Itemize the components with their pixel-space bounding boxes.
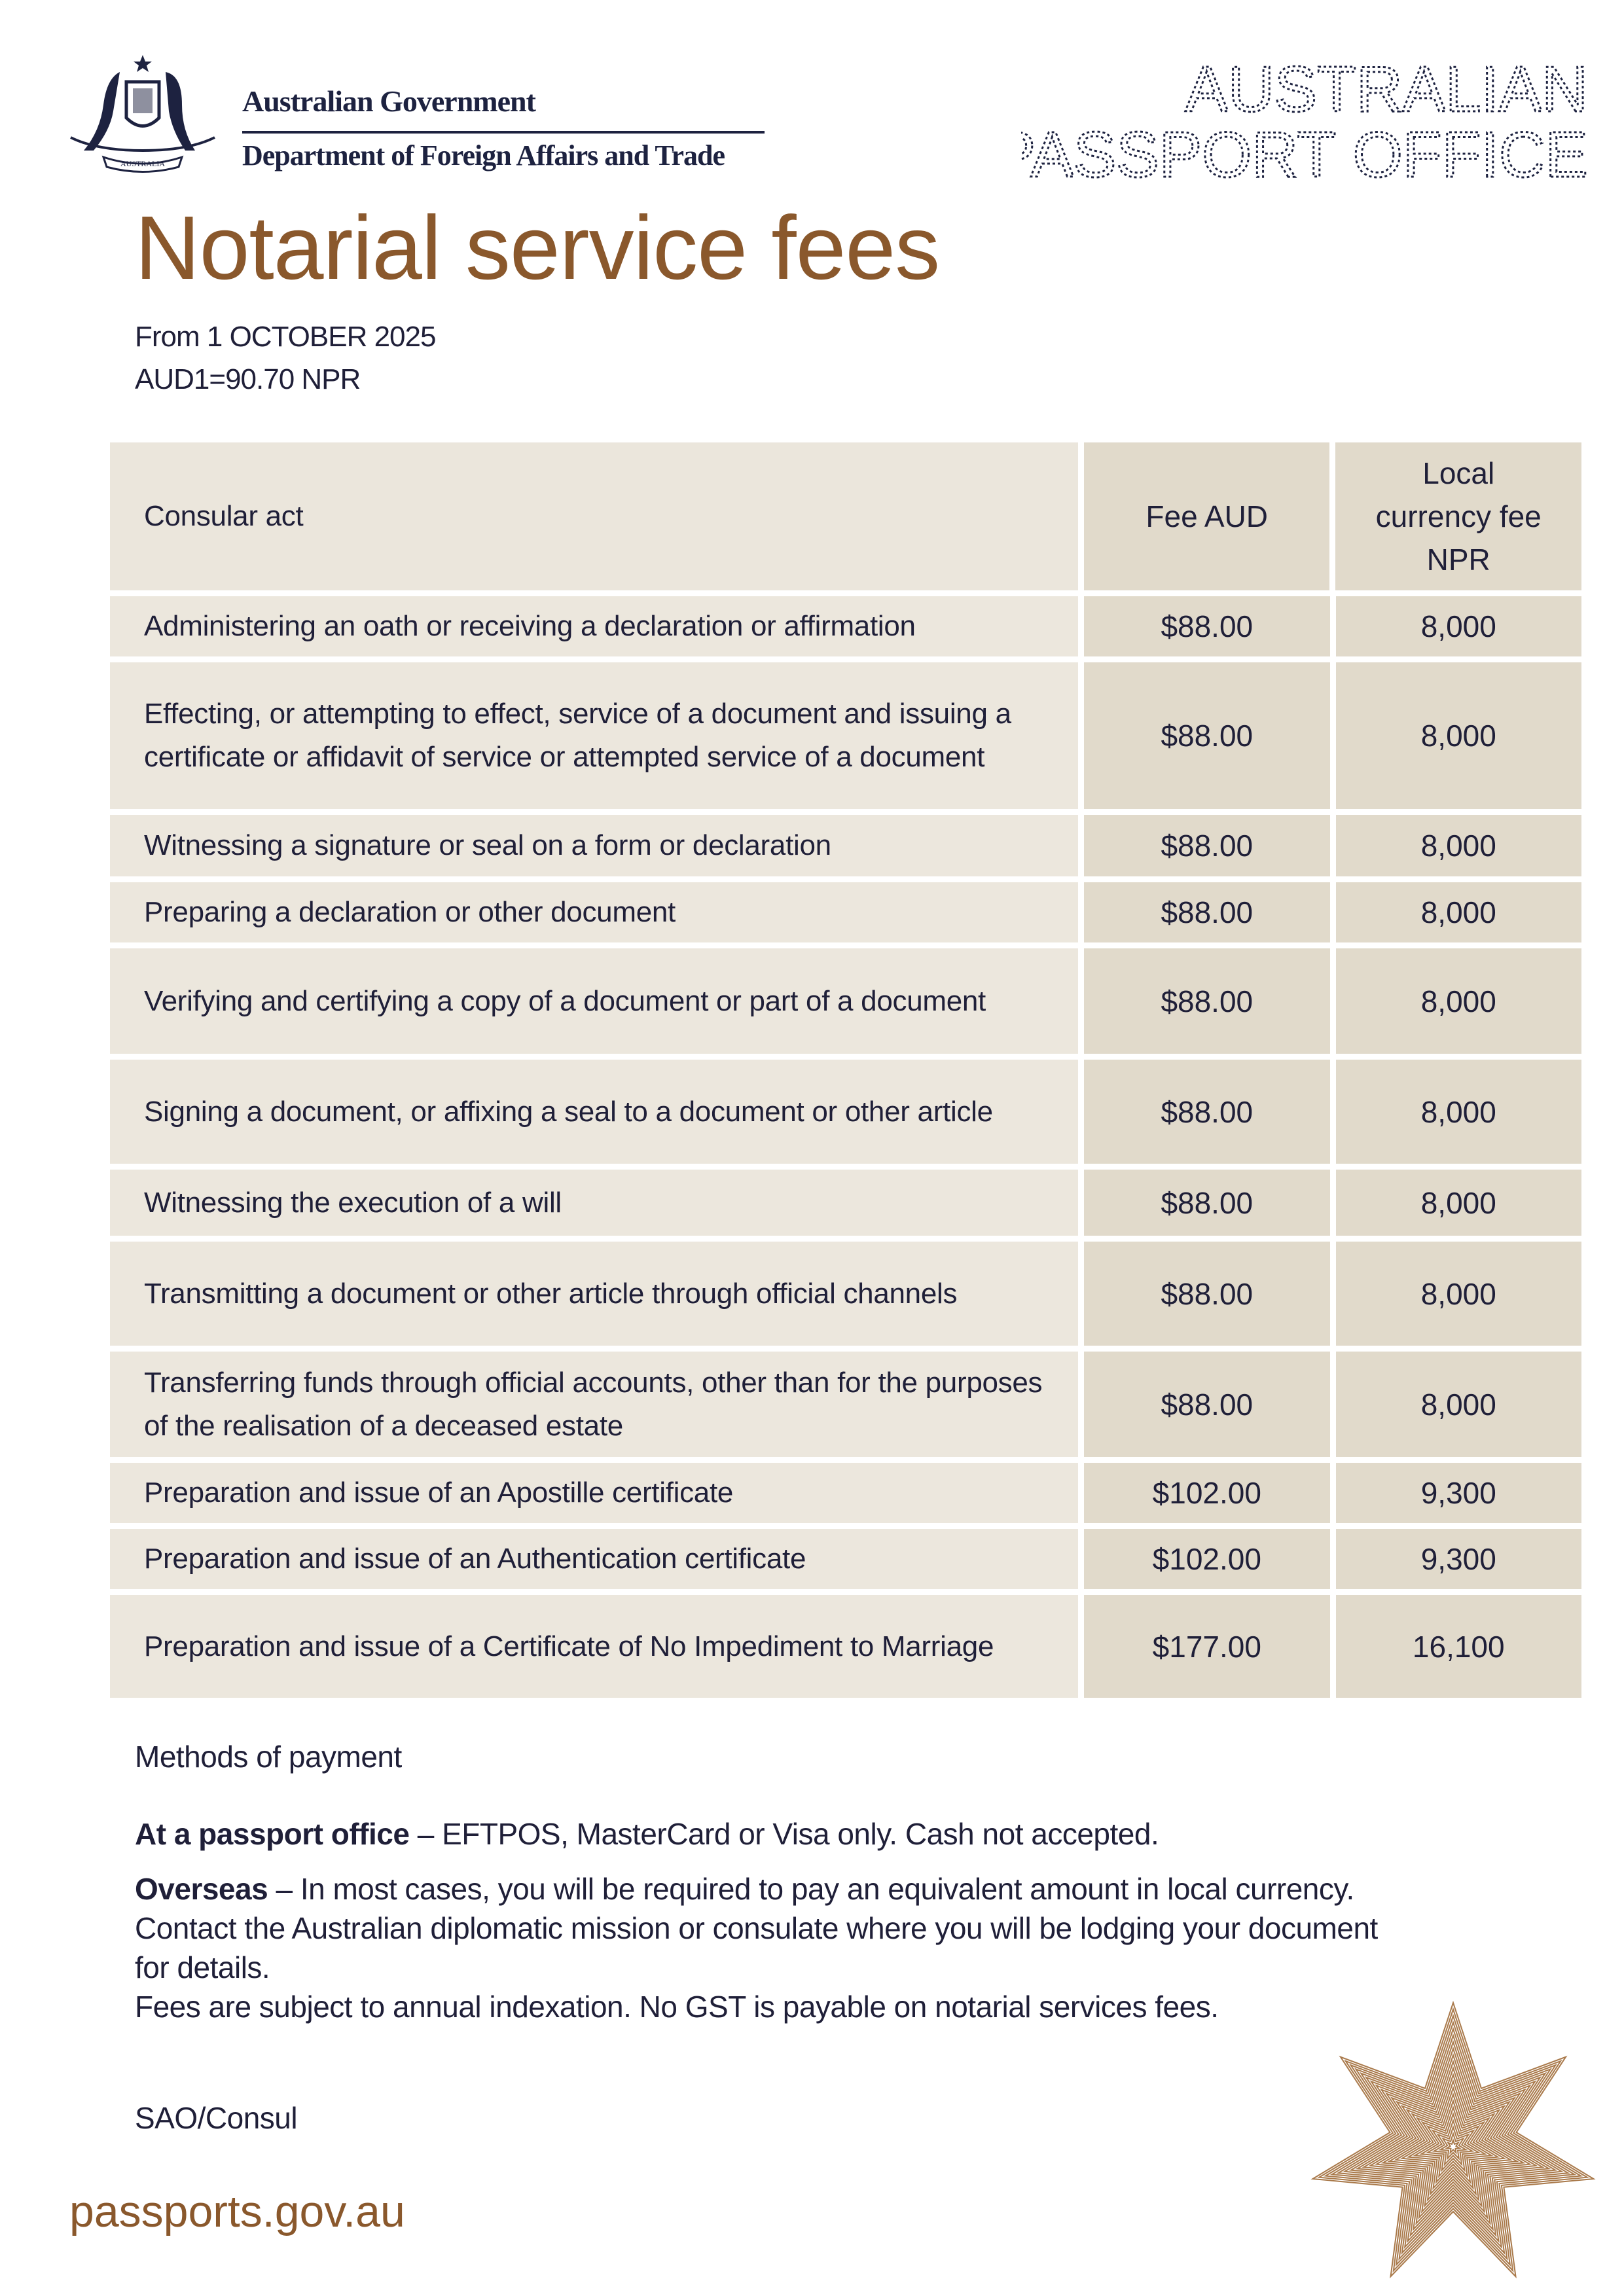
fee-aud-cell: $88.00 — [1084, 815, 1330, 876]
local-fee-cell: 8,000 — [1335, 1060, 1581, 1164]
star-line — [1406, 2098, 1500, 2190]
consular-act-cell: Witnessing the execution of a will — [110, 1170, 1079, 1236]
logo-line2: PASSPORT OFFICE — [1021, 118, 1588, 183]
overseas-text: – In most cases, you will be required to… — [135, 1872, 1378, 1984]
fee-aud-cell: $102.00 — [1084, 1529, 1330, 1589]
consular-act-cell: Transferring funds through official acco… — [110, 1352, 1079, 1457]
fee-aud-cell: $88.00 — [1084, 1170, 1330, 1236]
star-line — [1317, 2007, 1589, 2273]
table-row: Preparation and issue of a Certificate o… — [110, 1595, 1581, 1698]
table-row: Transferring funds through official acco… — [110, 1352, 1581, 1457]
main-content: Consular act Fee AUD Local currency fee … — [110, 442, 1581, 2138]
signature-line: SAO/Consul — [135, 2101, 298, 2135]
star-line — [1374, 2066, 1532, 2219]
header-consular-act: Consular act — [110, 442, 1078, 590]
website-link[interactable]: passports.gov.au — [69, 2187, 405, 2236]
star-line — [1438, 2131, 1468, 2161]
star-line — [1432, 2125, 1475, 2166]
divider — [242, 131, 765, 134]
local-fee-cell: 9,300 — [1335, 1529, 1581, 1589]
table-row: Administering an oath or receiving a dec… — [110, 596, 1581, 656]
page-title: Notarial service fees — [135, 198, 940, 298]
fee-aud-cell: $88.00 — [1084, 948, 1330, 1054]
coat-of-arms-logo: AUSTRALIA — [70, 55, 215, 173]
star-line — [1348, 2039, 1558, 2244]
table-row: Preparing a declaration or other documen… — [110, 882, 1581, 942]
table-row: Effecting, or attempting to effect, serv… — [110, 662, 1581, 809]
payment-heading: Methods of payment — [135, 1740, 402, 1774]
table-row: Witnessing a signature or seal on a form… — [110, 815, 1581, 876]
effective-date: From 1 OCTOBER 2025 — [135, 321, 436, 353]
local-fee-cell: 8,000 — [1335, 882, 1581, 942]
consular-act-cell: Witnessing a signature or seal on a form… — [110, 815, 1079, 876]
consular-act-cell: Effecting, or attempting to effect, serv… — [110, 662, 1079, 809]
table-row: Verifying and certifying a copy of a doc… — [110, 948, 1581, 1054]
star-decoration — [1310, 2000, 1596, 2279]
fee-aud-cell: $88.00 — [1084, 1352, 1330, 1457]
table-row: Preparation and issue of an Authenticati… — [110, 1529, 1581, 1589]
office-text: – EFTPOS, MasterCard or Visa only. Cash … — [409, 1817, 1159, 1851]
department-name: Department of Foreign Affairs and Trade — [242, 139, 725, 171]
indexation-note: Fees are subject to annual indexation. N… — [135, 1990, 1219, 2024]
star-line — [1380, 2072, 1526, 2214]
gov-name: Australian Government — [242, 84, 536, 118]
payment-office: At a passport office – EFTPOS, MasterCar… — [135, 1814, 1444, 1854]
exchange-rate: AUD1=90.70 NPR — [135, 363, 361, 395]
fee-aud-cell: $88.00 — [1084, 596, 1330, 656]
office-label: At a passport office — [135, 1817, 410, 1851]
table-row: Preparation and issue of an Apostille ce… — [110, 1463, 1581, 1523]
local-fee-cell: 8,000 — [1335, 1170, 1581, 1236]
table-row: Signing a document, or affixing a seal t… — [110, 1060, 1581, 1164]
star-line — [1310, 2000, 1596, 2279]
star-line — [1394, 2085, 1513, 2202]
star-line — [1355, 2046, 1551, 2237]
star-line — [1368, 2059, 1538, 2225]
table-header: Consular act Fee AUD Local currency fee … — [110, 442, 1581, 590]
table-row: Transmitting a document or other article… — [110, 1242, 1581, 1346]
fee-aud-cell: $88.00 — [1084, 662, 1330, 809]
header-local-fee: Local currency fee NPR — [1335, 442, 1581, 590]
consular-act-cell: Signing a document, or affixing a seal t… — [110, 1060, 1079, 1164]
star-line — [1425, 2118, 1481, 2172]
fee-aud-cell: $102.00 — [1084, 1463, 1330, 1523]
consular-act-cell: Preparation and issue of a Certificate o… — [110, 1595, 1079, 1698]
consular-act-cell: Preparing a declaration or other documen… — [110, 882, 1079, 942]
consular-act-cell: Preparation and issue of an Apostille ce… — [110, 1463, 1079, 1523]
payment-overseas: Overseas – In most cases, you will be re… — [135, 1869, 1392, 2026]
star-line — [1343, 2033, 1564, 2250]
local-fee-cell: 8,000 — [1335, 815, 1581, 876]
crest-text: AUSTRALIA — [120, 159, 165, 168]
header-fee-aud: Fee AUD — [1083, 442, 1330, 590]
consular-act-cell: Verifying and certifying a copy of a doc… — [110, 948, 1079, 1054]
star-line — [1329, 2020, 1577, 2261]
star-line — [1362, 2053, 1545, 2231]
star-line — [1399, 2092, 1507, 2196]
local-fee-cell: 9,300 — [1335, 1463, 1581, 1523]
table-row: Witnessing the execution of a will $88.00… — [110, 1170, 1581, 1236]
star-line — [1323, 2013, 1583, 2267]
fee-aud-cell: $88.00 — [1084, 1242, 1330, 1346]
star-line — [1336, 2026, 1570, 2255]
consular-act-cell: Transmitting a document or other article… — [110, 1242, 1079, 1346]
consular-act-cell: Administering an oath or receiving a dec… — [110, 596, 1079, 656]
local-fee-cell: 8,000 — [1335, 662, 1581, 809]
local-fee-cell: 16,100 — [1335, 1595, 1581, 1698]
fee-aud-cell: $88.00 — [1084, 1060, 1330, 1164]
fee-aud-cell: $88.00 — [1084, 882, 1330, 942]
star-line — [1387, 2079, 1519, 2208]
overseas-label: Overseas — [135, 1872, 268, 1906]
local-fee-cell: 8,000 — [1335, 596, 1581, 656]
logo-line1: AUSTRALIAN — [1185, 53, 1588, 125]
consular-act-cell: Preparation and issue of an Authenticati… — [110, 1529, 1079, 1589]
local-fee-cell: 8,000 — [1335, 948, 1581, 1054]
star-line — [1445, 2138, 1462, 2155]
star-line — [1413, 2105, 1494, 2184]
fee-aud-cell: $177.00 — [1084, 1595, 1330, 1698]
fees-table: Consular act Fee AUD Local currency fee … — [110, 442, 1581, 1698]
passport-office-logo: AUSTRALIAN PASSPORT OFFICE — [1021, 52, 1589, 183]
local-fee-cell: 8,000 — [1335, 1352, 1581, 1457]
star-line — [1419, 2111, 1487, 2178]
local-fee-cell: 8,000 — [1335, 1242, 1581, 1346]
